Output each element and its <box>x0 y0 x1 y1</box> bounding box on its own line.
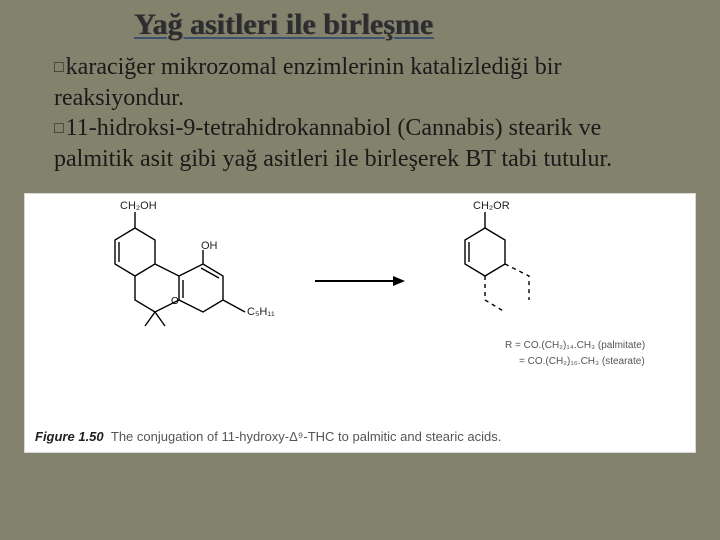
arrow-head-icon <box>393 276 405 286</box>
figure-panel: O CH₂OH OH C₅H₁₁ CH₂OR R = <box>24 193 696 453</box>
bullet-icon: □ <box>54 119 64 139</box>
bullet-2: 11-hidroksi-9-tetrahidrokannabiol (Canna… <box>54 115 612 172</box>
figure-caption: Figure 1.50 The conjugation of 11-hydrox… <box>35 429 685 444</box>
left-molecule-svg: O <box>45 200 305 400</box>
label-ch2oh: CH₂OH <box>120 200 157 212</box>
r-def-2: = CO.(CH₂)₁₆.CH₃ (stearate) <box>519 356 645 367</box>
bullet-icon: □ <box>54 58 64 78</box>
chemistry-diagram: O CH₂OH OH C₅H₁₁ CH₂OR R = <box>25 200 695 408</box>
figure-number: Figure 1.50 <box>35 429 104 444</box>
slide-title: Yağ asitleri ile birleşme <box>134 8 696 42</box>
figure-caption-text: The conjugation of 11-hydroxy-Δ⁹-THC to … <box>111 429 501 444</box>
body-text: □karaciğer mikrozomal enzimlerinin katal… <box>24 52 696 175</box>
label-c5h11: C₅H₁₁ <box>247 306 275 318</box>
label-ch2or: CH₂OR <box>473 200 510 212</box>
label-oh: OH <box>201 240 218 252</box>
svg-text:O: O <box>171 296 179 307</box>
slide: Yağ asitleri ile birleşme □karaciğer mik… <box>0 0 720 540</box>
bullet-1: karaciğer mikrozomal enzimlerinin katali… <box>54 54 561 111</box>
reaction-arrow <box>315 280 395 282</box>
r-def-1: R = CO.(CH₂)₁₄.CH₃ (palmitate) <box>505 340 645 351</box>
right-molecule-svg <box>425 200 585 380</box>
